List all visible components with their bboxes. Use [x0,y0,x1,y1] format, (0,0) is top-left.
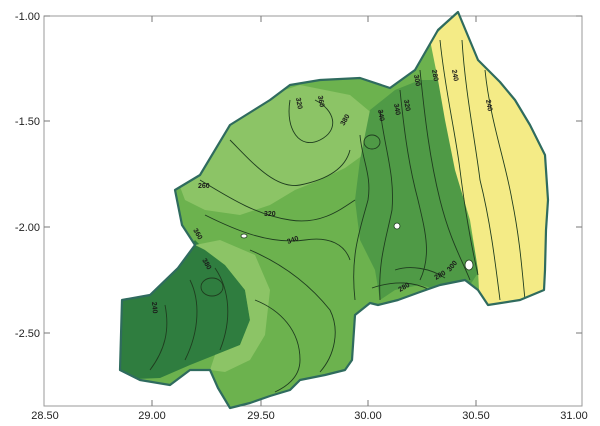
contour-label: 300 [412,74,421,87]
contour-bands [120,12,548,408]
x-tick-label: 31.00 [560,410,588,422]
frame-ticks [44,15,582,406]
contour-label: 280 [434,270,448,282]
pocket [393,222,401,230]
contour-label: 240 [484,99,493,112]
contour-label: 280 [430,69,439,82]
contour-label: 380 [340,113,352,127]
band-darkest-green [120,240,250,380]
contour-label: 360 [316,95,325,108]
y-axis-labels: -1.00 -1.50 -2.00 -2.50 [15,11,40,340]
x-tick-label: 29.50 [247,410,275,422]
contour-ring [363,134,381,150]
x-tick-label: 30.50 [462,410,490,422]
x-tick-label: 29.00 [138,410,166,422]
contour-line [399,89,427,281]
band-yellow [430,12,548,310]
contour-line [288,99,334,143]
contour-label: 320 [264,211,276,218]
contour-line [484,69,526,301]
contour-line [204,214,351,261]
x-tick-label: 30.00 [354,410,382,422]
contour-ring [200,277,224,297]
pocket [240,233,248,239]
contour-label: 340 [376,109,385,122]
contour-line [439,39,479,276]
contour-label: 240 [150,302,158,314]
contour-labels: 240 240 240 260 280 280 280 300 300 320 … [150,69,493,314]
pocket [464,259,474,271]
y-tick-label: -2.00 [15,222,40,234]
contour-line [461,39,501,301]
contour-line [229,139,351,186]
contour-label: 260 [198,183,210,190]
contour-line [419,69,471,281]
contour-line [379,109,393,301]
contour-line [249,249,336,373]
contour-line [353,134,370,301]
x-axis-labels: 28.50 29.00 29.50 30.00 30.50 31.00 [31,410,588,422]
contour-line [184,279,198,361]
y-tick-label: -1.50 [15,116,40,128]
contour-line [199,179,356,222]
plot-frame [43,15,583,407]
pockets [240,222,474,271]
contour-label: 320 [402,99,411,112]
contour-line [149,304,168,371]
contour-line [254,299,301,393]
x-tick-label: 28.50 [31,410,59,422]
country-outline [118,10,550,410]
contour-line [214,267,229,351]
contour-label: 360 [191,228,203,242]
contour-lines [149,39,526,393]
contour-label: 240 [450,69,459,82]
contour-label: 280 [398,282,412,294]
band-light-green-southwest [195,240,270,372]
contour-label: 320 [294,97,303,110]
contour-label: 340 [286,235,299,246]
contour-line [371,282,431,291]
contour-label: 380 [200,258,212,272]
y-tick-label: -2.50 [15,328,40,340]
contour-line [394,267,446,279]
y-tick-label: -1.00 [15,11,40,23]
contour-label: 340 [392,103,401,116]
